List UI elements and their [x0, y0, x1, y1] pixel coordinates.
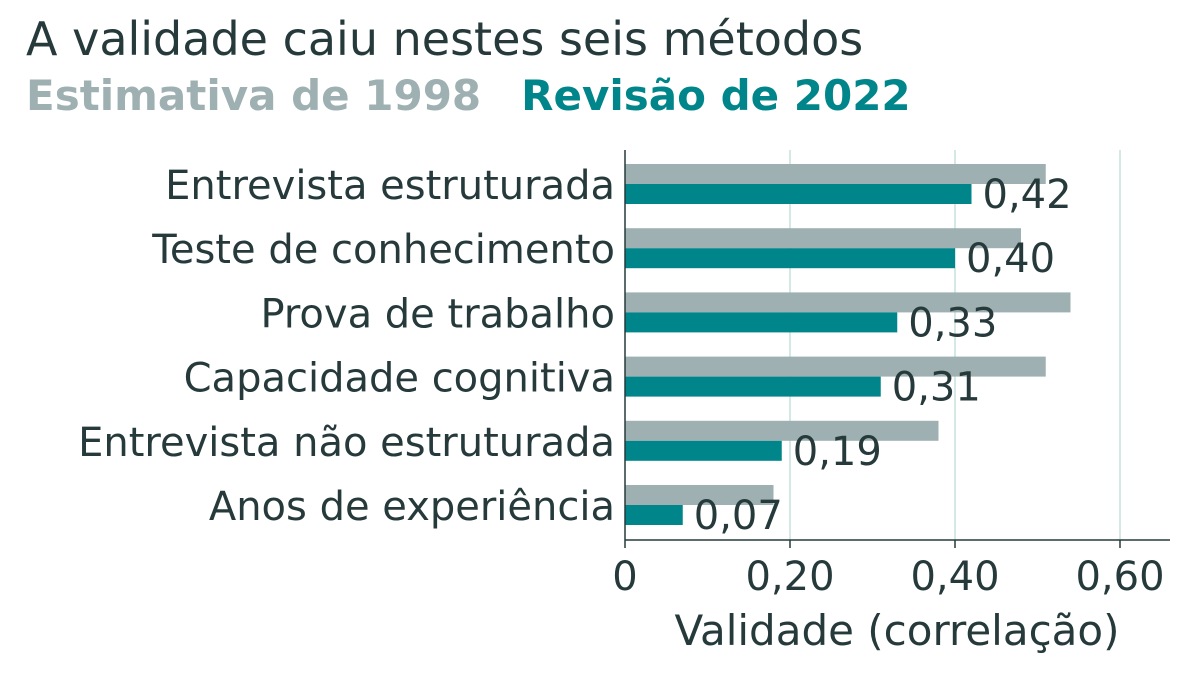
- bar-1998: [625, 164, 1046, 184]
- chart-title: A validade caiu nestes seis métodos: [26, 12, 864, 66]
- value-labels: 0,42 0,40 0,33 0,310,190,07: [694, 172, 1072, 539]
- bar-2022: [625, 184, 972, 204]
- bar-1998: [625, 420, 939, 441]
- bar-2022: [625, 376, 881, 397]
- legend: Estimativa de 1998 Revisão de 2022: [26, 70, 951, 122]
- category-label: Capacidade cognitiva: [184, 356, 615, 402]
- legend-item-1998: Estimativa de 1998: [26, 71, 482, 120]
- category-label: Entrevista estruturada: [165, 163, 615, 209]
- x-tick-label: 0,40: [910, 554, 999, 600]
- data-label: 0,42: [983, 172, 1072, 218]
- data-label: 0,33: [908, 300, 997, 346]
- category-label: Prova de trabalho: [260, 291, 615, 337]
- legend-item-2022: Revisão de 2022: [521, 71, 911, 120]
- data-label: 0,31: [892, 365, 981, 411]
- x-tick-label: 0,60: [1075, 554, 1164, 600]
- axes: [624, 150, 1170, 548]
- bar-1998: [625, 292, 1071, 313]
- x-tick-label: 0: [612, 554, 637, 600]
- x-tick-label: 0,20: [745, 554, 834, 600]
- data-label: 0,40: [966, 236, 1055, 282]
- bar-1998: [625, 356, 1046, 377]
- category-labels: Entrevista estruturada Teste de conhecime…: [78, 163, 615, 530]
- category-label: Teste de conhecimento: [151, 227, 615, 273]
- bars: [625, 164, 1071, 525]
- bar-2022: [625, 505, 683, 525]
- bar-2022: [625, 248, 955, 269]
- data-label: 0,19: [793, 429, 882, 475]
- category-label: Entrevista não estruturada: [78, 420, 615, 466]
- bar-1998: [625, 228, 1021, 249]
- bar-2022: [625, 312, 898, 333]
- bar-2022: [625, 440, 782, 461]
- category-label: Anos de experiência: [209, 484, 615, 530]
- bar-1998: [625, 485, 774, 505]
- x-axis-label: Validade (correlação): [675, 606, 1120, 655]
- x-tick-labels: 0 0,20 0,40 0,60: [612, 554, 1164, 600]
- data-label: 0,07: [694, 493, 783, 539]
- grid-lines: [789, 150, 1121, 540]
